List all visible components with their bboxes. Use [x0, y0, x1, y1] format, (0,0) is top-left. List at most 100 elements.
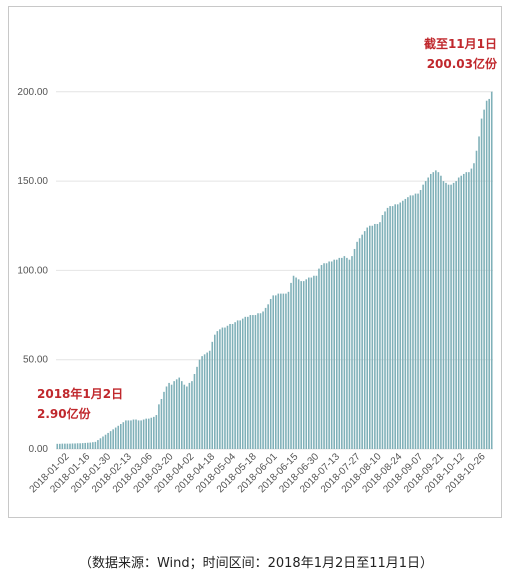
bar — [267, 304, 269, 449]
bar — [280, 293, 282, 449]
y-tick-label: 0.00 — [29, 444, 49, 455]
bar — [366, 227, 369, 449]
bar — [407, 197, 409, 449]
bar — [465, 172, 468, 449]
bar — [155, 415, 158, 449]
bar — [114, 427, 117, 449]
bar — [394, 204, 396, 449]
bar — [333, 259, 335, 449]
bar — [468, 172, 470, 449]
bar — [219, 329, 221, 449]
bar — [325, 263, 328, 449]
bar — [186, 386, 188, 449]
bar — [488, 98, 490, 450]
bar — [86, 442, 89, 449]
x-axis-ticks: 2018-01-022018-01-162018-01-302018-02-13… — [28, 451, 488, 495]
bar — [147, 418, 150, 449]
annotations: 2018年1月2日 2.90亿份 截至11月1日 200.03亿份 — [37, 36, 498, 421]
bar — [158, 404, 160, 449]
chart-frame: 0.00 50.00 100.00 150.00 200.00 2018-01-02 20… — [8, 6, 502, 518]
bar — [165, 386, 168, 449]
bar — [440, 175, 442, 450]
bar — [94, 441, 97, 449]
bar — [381, 215, 384, 449]
bar — [409, 195, 412, 449]
bar — [69, 443, 71, 449]
bar — [79, 443, 81, 449]
bar — [462, 173, 465, 449]
bar — [297, 279, 300, 449]
bar — [216, 331, 219, 449]
bar — [442, 181, 445, 449]
bar — [180, 381, 183, 449]
bar — [285, 293, 287, 449]
bar — [150, 417, 153, 449]
bar — [224, 327, 226, 449]
bar — [236, 320, 239, 449]
bar — [247, 316, 249, 449]
bar — [127, 420, 130, 449]
bar — [485, 100, 488, 449]
bar — [422, 184, 424, 450]
bar — [89, 442, 92, 449]
bar — [429, 173, 432, 449]
bar — [170, 384, 173, 449]
bar — [211, 341, 214, 449]
bar — [74, 443, 76, 449]
bar — [130, 420, 132, 449]
bar — [117, 425, 120, 449]
bar-series — [56, 91, 493, 450]
bar — [76, 443, 79, 449]
bar — [343, 256, 346, 449]
annotation-start-date: 2018年1月2日 — [37, 386, 123, 401]
bar — [323, 263, 325, 449]
bar — [374, 223, 376, 449]
bar — [104, 434, 107, 449]
bar — [318, 268, 320, 449]
bar — [313, 275, 315, 449]
bar — [168, 382, 170, 449]
bar — [470, 168, 473, 449]
bar — [145, 418, 147, 449]
chart-canvas: 0.00 50.00 100.00 150.00 200.00 2018-01-0220… — [17, 36, 498, 495]
bar — [450, 184, 452, 450]
bar — [112, 429, 114, 449]
bar — [66, 443, 69, 449]
bar — [226, 325, 229, 449]
bar — [264, 307, 267, 449]
bar — [348, 259, 351, 449]
bar — [208, 350, 211, 449]
bar — [295, 277, 297, 449]
bar — [252, 315, 254, 449]
bar — [371, 225, 374, 449]
y-tick-label: 150.00 — [17, 176, 48, 187]
bar — [457, 177, 460, 449]
bar — [231, 323, 234, 449]
bar — [239, 320, 241, 449]
bar — [188, 382, 191, 449]
bar — [109, 431, 112, 449]
bar — [221, 327, 224, 449]
bar — [399, 202, 402, 449]
bar — [107, 432, 109, 449]
bar — [272, 295, 275, 449]
bar — [287, 291, 290, 449]
bar — [257, 313, 259, 449]
bar — [175, 379, 178, 449]
bar — [412, 195, 414, 449]
y-tick-label: 200.00 — [17, 87, 48, 98]
bar — [417, 193, 419, 449]
bar — [203, 354, 206, 449]
bar — [132, 419, 135, 449]
bar — [320, 265, 323, 449]
bar — [460, 175, 463, 450]
bar — [376, 223, 379, 449]
bar — [102, 436, 104, 449]
bar — [178, 377, 181, 449]
bar — [346, 257, 348, 449]
bar — [56, 443, 59, 449]
bar — [391, 206, 394, 449]
bar — [445, 182, 447, 449]
bar — [452, 182, 455, 449]
bar — [305, 279, 308, 449]
